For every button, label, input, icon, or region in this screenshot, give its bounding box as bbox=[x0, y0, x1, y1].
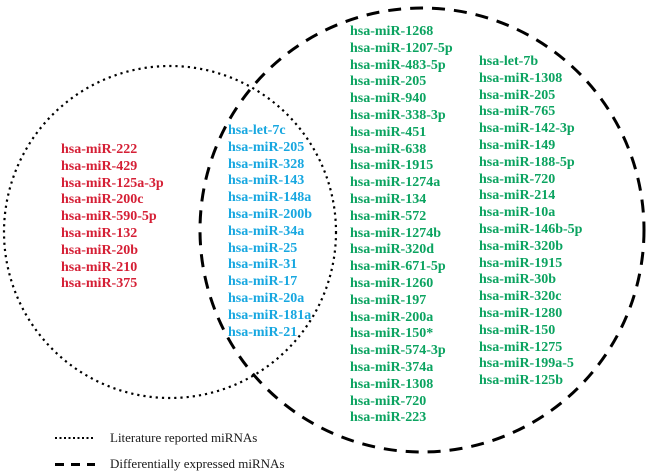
mirna-label: hsa-miR-149 bbox=[479, 137, 556, 153]
mirna-label: hsa-miR-765 bbox=[479, 104, 556, 120]
mirna-label: hsa-miR-940 bbox=[350, 91, 427, 107]
mirna-label: hsa-miR-1260 bbox=[350, 275, 434, 291]
mirna-label: hsa-miR-20b bbox=[61, 242, 139, 258]
mirna-label: hsa-miR-1268 bbox=[350, 24, 434, 39]
mirna-label: hsa-miR-720 bbox=[479, 171, 556, 187]
mirna-label: hsa-miR-34a bbox=[228, 223, 305, 239]
mirna-label: hsa-miR-590-5p bbox=[61, 209, 157, 225]
mirna-label: hsa-miR-374a bbox=[350, 359, 434, 375]
dashed-line-swatch bbox=[55, 462, 95, 466]
mirna-label: hsa-miR-1274b bbox=[350, 225, 442, 241]
mirna-label: hsa-miR-10a bbox=[479, 205, 556, 221]
mirna-label: hsa-miR-134 bbox=[350, 191, 427, 207]
mirna-label: hsa-miR-142-3p bbox=[479, 121, 575, 137]
dotted-line-swatch bbox=[55, 437, 95, 439]
mirna-label: hsa-miR-320c bbox=[479, 289, 562, 305]
legend: Literature reported miRNAs Differentiall… bbox=[55, 430, 285, 472]
mirna-label: hsa-miR-132 bbox=[61, 225, 138, 241]
mirna-label: hsa-miR-210 bbox=[61, 259, 138, 275]
mirna-label: hsa-miR-320d bbox=[350, 242, 435, 258]
mirna-label: hsa-miR-214 bbox=[479, 188, 556, 204]
mirna-label: hsa-miR-125b bbox=[479, 373, 564, 389]
mirna-label: hsa-miR-671-5p bbox=[350, 259, 446, 275]
legend-row-differential: Differentially expressed miRNAs bbox=[55, 456, 285, 472]
mirna-label: hsa-miR-17 bbox=[228, 274, 298, 290]
mirna-label: hsa-miR-181a bbox=[228, 307, 312, 323]
mirna-label: hsa-miR-1275 bbox=[479, 339, 563, 355]
mirna-label: hsa-miR-148a bbox=[228, 190, 312, 206]
mirna-label: hsa-miR-150 bbox=[479, 322, 556, 338]
mirna-label: hsa-miR-188-5p bbox=[479, 154, 575, 170]
mirna-label: hsa-miR-1207-5p bbox=[350, 40, 453, 56]
mirna-label: hsa-miR-222 bbox=[61, 142, 138, 157]
mirna-label: hsa-miR-1308 bbox=[479, 70, 563, 86]
mirna-label: hsa-miR-1274a bbox=[350, 175, 441, 191]
mirna-label: hsa-miR-1915 bbox=[350, 158, 434, 174]
mirna-label: hsa-miR-30b bbox=[479, 272, 557, 288]
mirna-label: hsa-miR-205 bbox=[350, 74, 427, 90]
mirna-label: hsa-miR-375 bbox=[61, 276, 138, 292]
legend-row-literature: Literature reported miRNAs bbox=[55, 430, 285, 446]
legend-label-literature: Literature reported miRNAs bbox=[110, 430, 258, 445]
mirna-label: hsa-miR-205 bbox=[479, 87, 556, 103]
differential-mirna-list-column-2: hsa-let-7b hsa-miR-1308 hsa-miR-205 hsa-miR… bbox=[479, 54, 582, 390]
mirna-label: hsa-miR-429 bbox=[61, 158, 138, 174]
mirna-label: hsa-let-7b bbox=[479, 54, 539, 69]
mirna-label: hsa-miR-143 bbox=[228, 173, 305, 189]
mirna-label: hsa-miR-150* bbox=[350, 326, 434, 342]
mirna-label: hsa-miR-223 bbox=[350, 410, 427, 426]
mirna-label: hsa-miR-720 bbox=[350, 393, 427, 409]
legend-label-differential: Differentially expressed miRNAs bbox=[110, 456, 285, 471]
mirna-label: hsa-miR-21 bbox=[228, 324, 298, 340]
mirna-label: hsa-miR-200b bbox=[228, 206, 313, 222]
mirna-label: hsa-miR-20a bbox=[228, 290, 305, 306]
mirna-label: hsa-miR-146b-5p bbox=[479, 221, 583, 237]
overlap-mirna-list: hsa-let-7c hsa-miR-205 hsa-miR-328 hsa-miR-… bbox=[228, 123, 312, 341]
mirna-label: hsa-miR-1280 bbox=[479, 305, 563, 321]
differential-mirna-list-column-1: hsa-miR-1268 hsa-miR-1207-5p hsa-miR-483-5… bbox=[350, 24, 453, 427]
literature-circle-outline bbox=[2, 64, 338, 400]
mirna-label: hsa-miR-451 bbox=[350, 124, 427, 140]
mirna-label: hsa-miR-200a bbox=[350, 309, 434, 325]
mirna-label: hsa-miR-31 bbox=[228, 257, 298, 273]
mirna-label: hsa-miR-205 bbox=[228, 139, 305, 155]
mirna-label: hsa-miR-200c bbox=[61, 192, 144, 208]
mirna-label: hsa-miR-338-3p bbox=[350, 107, 446, 123]
mirna-label: hsa-miR-199a-5 bbox=[479, 356, 574, 372]
mirna-label: hsa-miR-1915 bbox=[479, 255, 563, 271]
mirna-label: hsa-miR-483-5p bbox=[350, 57, 446, 73]
mirna-label: hsa-miR-25 bbox=[228, 240, 298, 256]
literature-only-mirna-list: hsa-miR-222 hsa-miR-429 hsa-miR-125a-3p hsa… bbox=[61, 142, 164, 293]
mirna-label: hsa-miR-1308 bbox=[350, 376, 434, 392]
mirna-label: hsa-miR-197 bbox=[350, 292, 427, 308]
mirna-label: hsa-miR-125a-3p bbox=[61, 175, 164, 191]
mirna-label: hsa-miR-328 bbox=[228, 156, 305, 172]
mirna-label: hsa-miR-638 bbox=[350, 141, 427, 157]
mirna-label: hsa-miR-320b bbox=[479, 238, 564, 254]
mirna-label: hsa-miR-572 bbox=[350, 208, 427, 224]
differential-circle-outline bbox=[198, 6, 646, 454]
mirna-label: hsa-let-7c bbox=[228, 123, 286, 138]
mirna-label: hsa-miR-574-3p bbox=[350, 343, 446, 359]
